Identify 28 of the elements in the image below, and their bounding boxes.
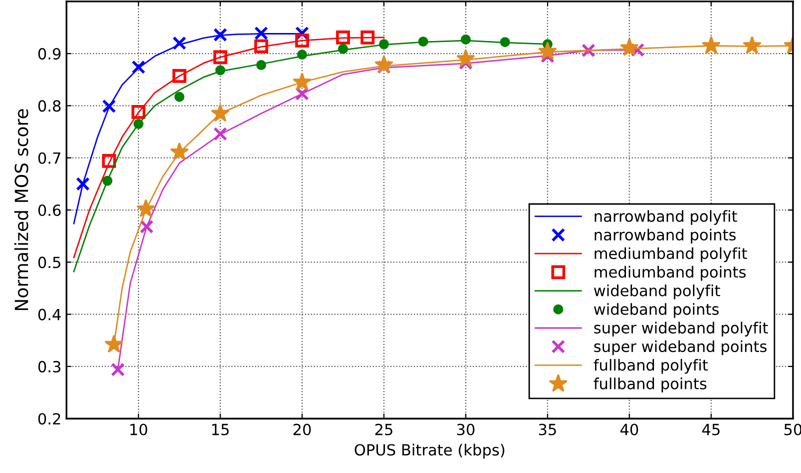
y-tick-label: 0.2 — [38, 413, 60, 425]
y-tick-label: 0.9 — [38, 48, 61, 60]
legend-label: super wideband polyfit — [594, 322, 768, 337]
y-tick-label: 0.5 — [38, 256, 60, 268]
legend-label: mediumband polyfit — [594, 247, 748, 262]
x-tick-label: 30 — [457, 424, 474, 436]
y-tick-label: 0.6 — [38, 204, 61, 216]
legend-label: wideband points — [594, 303, 719, 318]
y-axis-title: Normalized MOS score — [14, 109, 28, 310]
x-tick-label: 20 — [294, 424, 311, 436]
x-tick-label: 35 — [538, 424, 556, 436]
x-tick-label: 40 — [620, 424, 638, 436]
y-tick-label: 0.4 — [38, 308, 61, 320]
legend-label: narrowband polyfit — [594, 210, 738, 225]
y-tick-label: 0.7 — [38, 152, 60, 164]
legend-label: fullband points — [594, 378, 706, 392]
x-axis-title: OPUS Bitrate (kbps) — [354, 444, 504, 459]
x-tick-label: 45 — [702, 424, 720, 436]
x-tick-label: 15 — [212, 424, 229, 436]
y-tick-label: 0.3 — [38, 360, 60, 372]
legend-label: wideband polyfit — [594, 284, 720, 300]
x-tick-label: 10 — [130, 424, 148, 436]
y-tick-label: 0.8 — [38, 100, 61, 112]
legend-label: mediumband points — [594, 266, 746, 281]
legend-label: super wideband points — [594, 340, 767, 356]
x-tick-label: 25 — [375, 424, 392, 436]
legend-label: narrowband points — [594, 228, 736, 244]
legend-label: fullband polyfit — [594, 358, 708, 374]
